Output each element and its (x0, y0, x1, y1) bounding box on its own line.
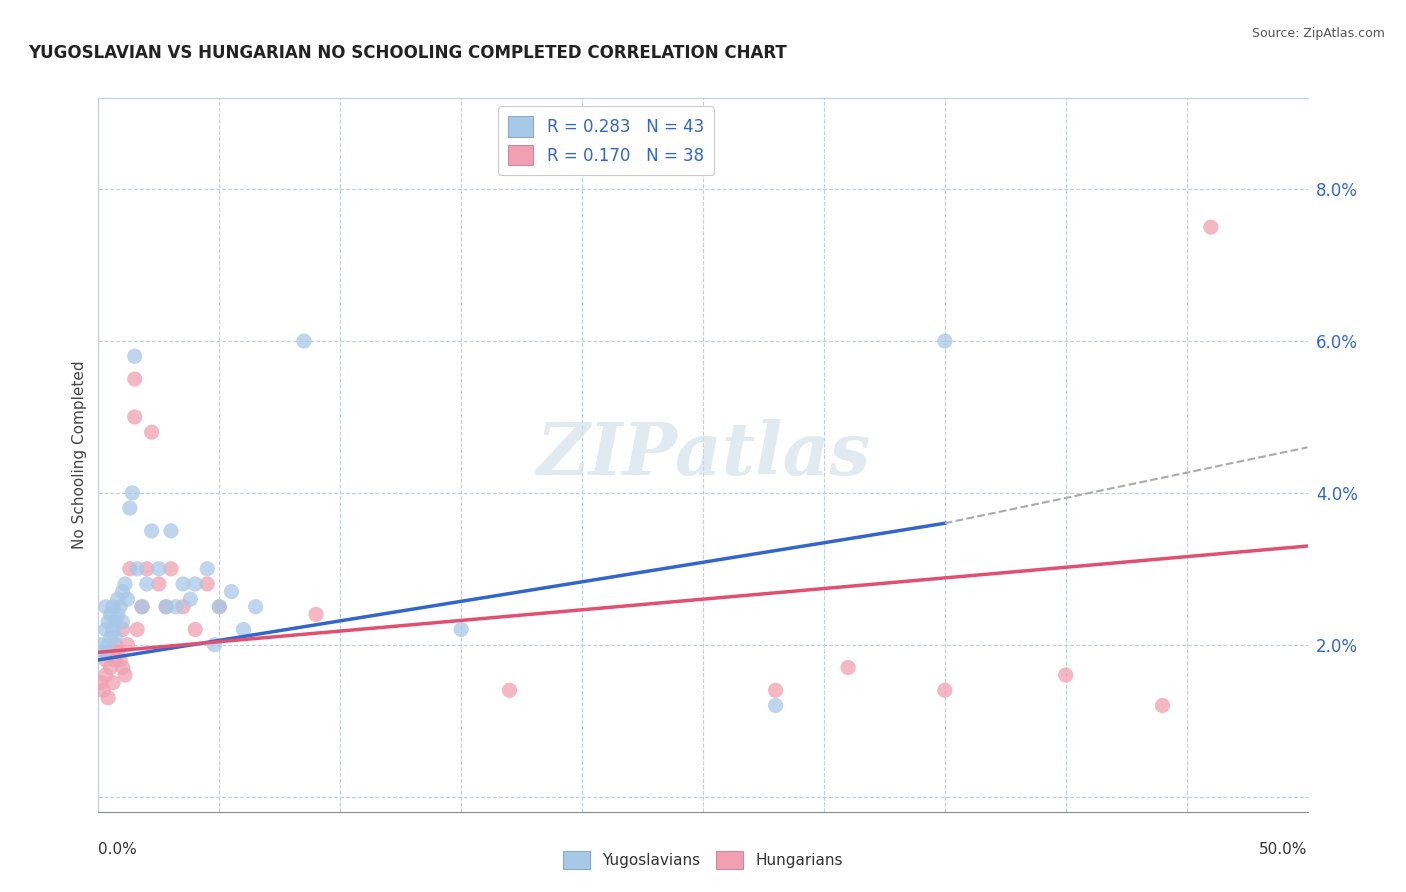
Point (184, 577, 207, 591)
Point (172, 577, 194, 591)
Point (1199, 220, 1222, 235)
Point (97, 638, 120, 652)
Text: Source: ZipAtlas.com: Source: ZipAtlas.com (1251, 27, 1385, 40)
Point (111, 660, 134, 674)
Point (124, 409, 146, 424)
Point (450, 623, 472, 637)
Point (127, 623, 149, 637)
Point (1054, 668, 1077, 682)
Point (221, 584, 243, 599)
Point (184, 623, 207, 637)
Point (141, 524, 163, 538)
Point (100, 645, 122, 659)
Point (91, 645, 114, 659)
Point (90, 638, 112, 652)
Point (131, 599, 153, 614)
Point (104, 653, 127, 667)
Point (837, 660, 859, 674)
Point (498, 683, 520, 698)
Point (179, 592, 201, 607)
Point (97, 690, 120, 705)
Point (292, 334, 315, 348)
Point (160, 562, 183, 576)
Point (111, 584, 134, 599)
Point (104, 615, 127, 629)
Point (114, 577, 136, 591)
Point (100, 607, 122, 622)
Point (118, 501, 141, 516)
Point (107, 645, 129, 659)
Point (135, 562, 157, 576)
Point (934, 334, 956, 348)
Point (114, 668, 136, 682)
Text: 0.0%: 0.0% (98, 842, 138, 857)
Point (117, 592, 139, 607)
Point (101, 623, 124, 637)
Point (208, 599, 231, 614)
Point (135, 577, 157, 591)
Point (101, 599, 124, 614)
Point (104, 638, 127, 652)
Point (204, 638, 226, 652)
Point (172, 599, 194, 614)
Point (1152, 698, 1174, 713)
Point (101, 675, 124, 690)
Point (765, 698, 787, 713)
Point (94, 599, 117, 614)
Point (94, 653, 117, 667)
Point (765, 683, 787, 698)
Point (97, 615, 120, 629)
Point (195, 577, 218, 591)
Point (100, 630, 122, 644)
Point (108, 653, 131, 667)
Point (100, 660, 122, 674)
Point (108, 599, 131, 614)
Point (94, 668, 117, 682)
Point (208, 599, 231, 614)
Point (131, 599, 153, 614)
Point (117, 638, 139, 652)
Point (165, 599, 187, 614)
Text: 50.0%: 50.0% (1260, 842, 1308, 857)
Point (155, 599, 177, 614)
Point (124, 349, 146, 363)
Y-axis label: No Schooling Completed: No Schooling Completed (72, 360, 87, 549)
Legend: Yugoslavians, Hungarians: Yugoslavians, Hungarians (557, 845, 849, 875)
Point (305, 607, 328, 622)
Point (141, 425, 163, 439)
Point (90, 675, 112, 690)
Point (121, 486, 143, 500)
Point (155, 599, 177, 614)
Point (94, 623, 117, 637)
Point (118, 562, 141, 576)
Point (148, 562, 170, 576)
Text: ZIPatlas: ZIPatlas (536, 419, 870, 491)
Point (127, 562, 149, 576)
Point (107, 592, 129, 607)
Point (160, 524, 183, 538)
Text: YUGOSLAVIAN VS HUNGARIAN NO SCHOOLING COMPLETED CORRELATION CHART: YUGOSLAVIAN VS HUNGARIAN NO SCHOOLING CO… (28, 45, 787, 62)
Point (124, 372, 146, 386)
Point (104, 630, 127, 644)
Point (148, 577, 170, 591)
Point (934, 683, 956, 698)
Point (107, 607, 129, 622)
Point (245, 599, 267, 614)
Point (195, 562, 218, 576)
Point (111, 615, 134, 629)
Point (111, 623, 134, 637)
Point (91, 683, 114, 698)
Point (232, 623, 254, 637)
